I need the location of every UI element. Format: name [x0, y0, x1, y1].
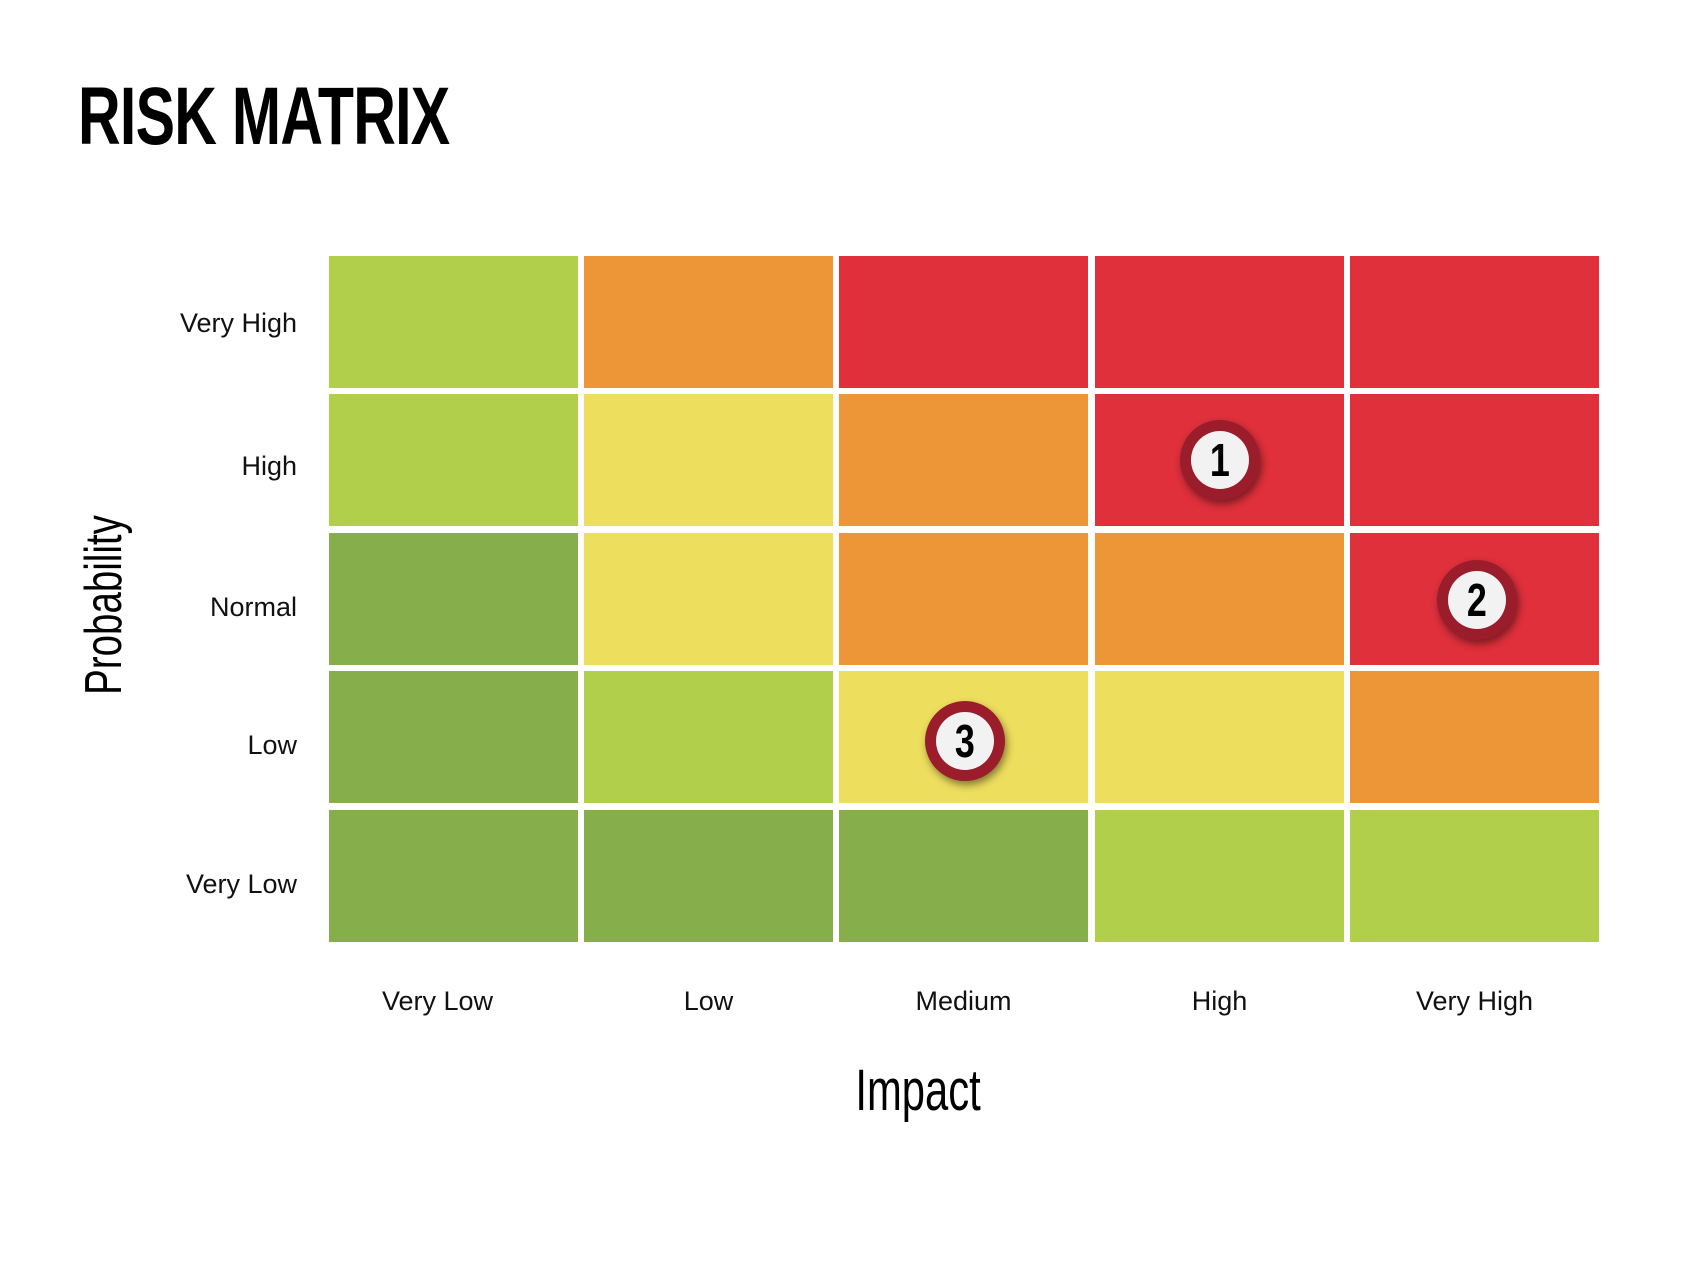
matrix-cell	[1095, 671, 1344, 803]
matrix-cell	[329, 394, 578, 526]
matrix-cell	[329, 256, 578, 388]
matrix-cell	[584, 810, 833, 942]
row-label-normal: Normal	[209, 592, 297, 622]
matrix-cell	[839, 256, 1088, 388]
row-label-high: High	[241, 451, 297, 481]
matrix-cell	[839, 810, 1088, 942]
matrix-cell	[329, 810, 578, 942]
col-label-very-high: Very High	[1415, 986, 1534, 1016]
matrix-cell	[329, 533, 578, 665]
row-label-very-low: Very Low	[185, 869, 297, 899]
matrix-cell	[1095, 533, 1344, 665]
matrix-cell	[1350, 394, 1599, 526]
matrix-cell	[839, 394, 1088, 526]
marker-number: 2	[1467, 574, 1487, 626]
matrix-cell	[1350, 671, 1599, 803]
col-label-very-low: Very Low	[381, 986, 494, 1016]
marker-badge-icon: 2	[1448, 571, 1506, 629]
matrix-cell	[584, 394, 833, 526]
matrix-cell	[329, 671, 578, 803]
risk-marker-2[interactable]: 2	[1437, 560, 1517, 640]
matrix-cell	[1350, 810, 1599, 942]
y-axis-title: Probability	[75, 497, 133, 713]
x-axis-title: Impact	[818, 1062, 1018, 1120]
col-label-high: High	[1191, 986, 1248, 1016]
matrix-cell	[584, 256, 833, 388]
col-label-low: Low	[683, 986, 734, 1016]
risk-marker-1[interactable]: 1	[1180, 420, 1260, 500]
x-axis-title-text: Impact	[855, 1058, 981, 1123]
page-title: RISK MATRIX	[78, 71, 450, 162]
y-axis-title-text: Probability	[75, 515, 133, 695]
marker-badge-icon: 3	[936, 712, 994, 770]
matrix-cell	[584, 671, 833, 803]
matrix-cell	[1350, 256, 1599, 388]
row-label-very-high: Very High	[179, 308, 297, 338]
marker-number: 1	[1210, 434, 1230, 486]
risk-marker-3[interactable]: 3	[925, 701, 1005, 781]
matrix-cell	[1095, 256, 1344, 388]
matrix-cell	[584, 533, 833, 665]
marker-badge-icon: 1	[1191, 431, 1249, 489]
matrix-cell	[839, 533, 1088, 665]
col-label-medium: Medium	[915, 986, 1012, 1016]
matrix-cell	[1095, 810, 1344, 942]
row-label-low: Low	[247, 730, 297, 760]
marker-number: 3	[955, 715, 975, 767]
